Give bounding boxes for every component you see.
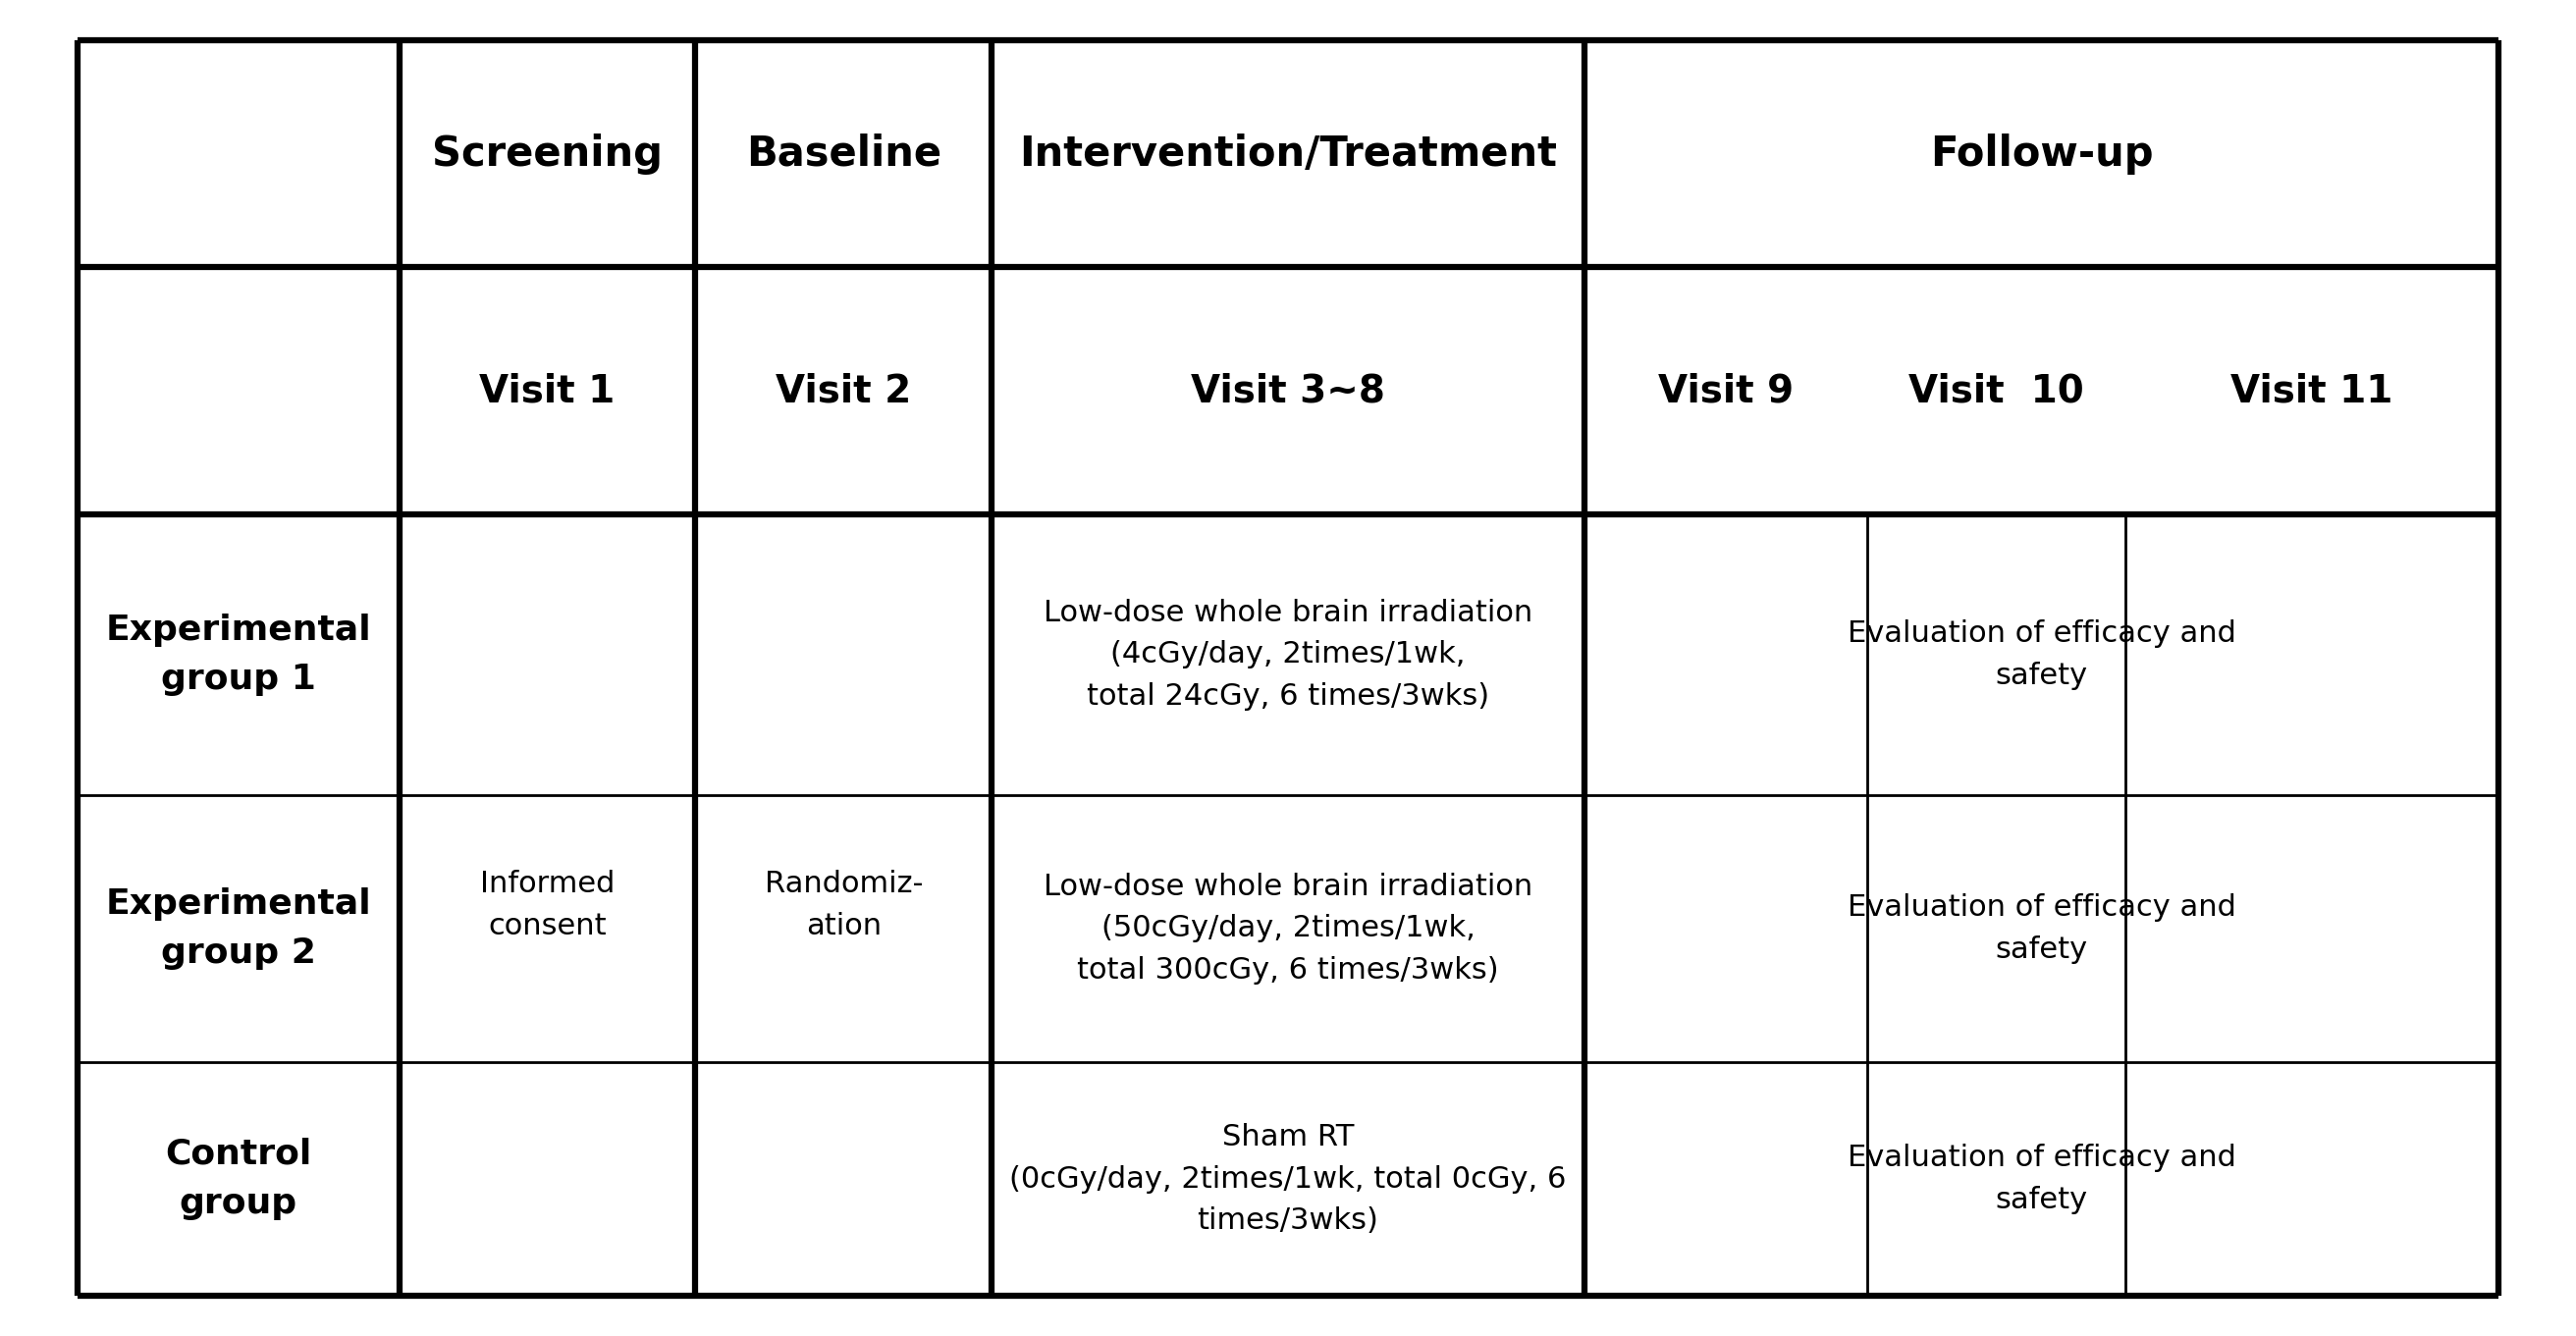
Text: Evaluation of efficacy and
safety: Evaluation of efficacy and safety xyxy=(1847,620,2236,689)
Text: Visit  10: Visit 10 xyxy=(1909,373,2084,409)
Text: Visit 1: Visit 1 xyxy=(479,373,616,409)
Text: Control
group: Control group xyxy=(165,1138,312,1220)
Text: Intervention/Treatment: Intervention/Treatment xyxy=(1020,134,1556,174)
Text: Baseline: Baseline xyxy=(747,134,940,174)
Text: Visit 11: Visit 11 xyxy=(2231,373,2393,409)
Text: Evaluation of efficacy and
safety: Evaluation of efficacy and safety xyxy=(1847,894,2236,963)
Text: Visit 3~8: Visit 3~8 xyxy=(1190,373,1386,409)
Text: Experimental
group 2: Experimental group 2 xyxy=(106,887,371,970)
Text: Randomiz-
ation: Randomiz- ation xyxy=(765,870,922,941)
Text: Low-dose whole brain irradiation
(50cGy/day, 2times/1wk,
total 300cGy, 6 times/3: Low-dose whole brain irradiation (50cGy/… xyxy=(1043,872,1533,985)
Text: Informed
consent: Informed consent xyxy=(479,870,616,941)
Text: Experimental
group 1: Experimental group 1 xyxy=(106,613,371,696)
Text: Follow-up: Follow-up xyxy=(1929,134,2154,174)
Text: Screening: Screening xyxy=(433,134,662,174)
Text: Sham RT
(0cGy/day, 2times/1wk, total 0cGy, 6
times/3wks): Sham RT (0cGy/day, 2times/1wk, total 0cG… xyxy=(1010,1122,1566,1236)
Text: Evaluation of efficacy and
safety: Evaluation of efficacy and safety xyxy=(1847,1144,2236,1214)
Text: Low-dose whole brain irradiation
(4cGy/day, 2times/1wk,
total 24cGy, 6 times/3wk: Low-dose whole brain irradiation (4cGy/d… xyxy=(1043,599,1533,711)
Text: Visit 9: Visit 9 xyxy=(1659,373,1793,409)
Text: Visit 2: Visit 2 xyxy=(775,373,912,409)
